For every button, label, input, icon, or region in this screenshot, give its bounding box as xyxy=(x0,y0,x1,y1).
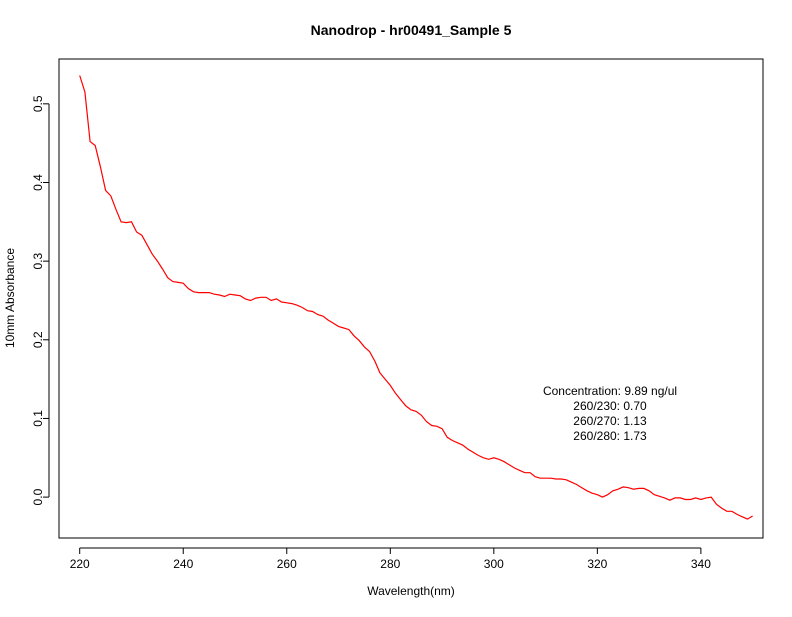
y-tick-label: 0.0 xyxy=(31,488,45,505)
annotation-line: 260/280: 1.73 xyxy=(573,429,647,443)
x-tick-label: 340 xyxy=(691,557,711,571)
x-tick-label: 220 xyxy=(70,557,90,571)
y-tick-label: 0.1 xyxy=(31,410,45,427)
x-tick-label: 240 xyxy=(173,557,193,571)
annotation-line: 260/270: 1.13 xyxy=(573,414,647,428)
y-tick-label: 0.2 xyxy=(31,331,45,348)
x-tick-label: 300 xyxy=(484,557,504,571)
y-tick-label: 0.5 xyxy=(31,95,45,112)
y-axis-label: 10mm Absorbance xyxy=(3,248,17,348)
chart-title: Nanodrop - hr00491_Sample 5 xyxy=(311,22,512,38)
absorbance-series-line xyxy=(79,75,753,520)
x-axis: 220 240 260 280 300 320 340 xyxy=(70,547,711,571)
x-tick-label: 260 xyxy=(277,557,297,571)
x-axis-label: Wavelength(nm) xyxy=(367,584,455,598)
y-tick-label: 0.3 xyxy=(31,252,45,269)
series-layer xyxy=(79,75,753,520)
x-tick-label: 280 xyxy=(380,557,400,571)
y-axis: 0.0 0.1 0.2 0.3 0.4 0.5 xyxy=(31,95,50,505)
annotation-line: Concentration: 9.89 ng/ul xyxy=(543,384,677,398)
annotation-line: 260/230: 0.70 xyxy=(573,399,647,413)
plot-frame xyxy=(58,58,764,539)
x-tick-label: 320 xyxy=(587,557,607,571)
y-tick-label: 0.4 xyxy=(31,174,45,191)
